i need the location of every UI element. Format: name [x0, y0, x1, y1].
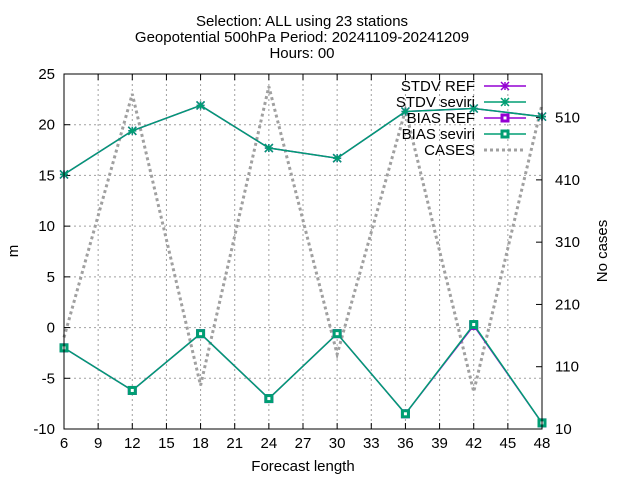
- data-point: [332, 153, 342, 163]
- legend-label: STDV seviri: [396, 94, 475, 111]
- data-point: [400, 106, 410, 117]
- y-tick-label: 0: [47, 320, 55, 337]
- y-tick-label: 15: [38, 167, 55, 184]
- x-tick-label: 45: [500, 435, 517, 452]
- data-point: [196, 329, 206, 339]
- x-tick-label: 42: [465, 435, 482, 452]
- y2-tick-label: 210: [555, 296, 580, 313]
- legend-label: BIAS seviri: [402, 126, 475, 143]
- x-tick-label: 36: [397, 435, 414, 452]
- y-tick-label: -5: [42, 370, 55, 387]
- y-tick-label: 10: [38, 218, 55, 235]
- x-tick-label: 12: [124, 435, 141, 452]
- x-tick-label: 9: [94, 435, 102, 452]
- legend-marker: [500, 81, 510, 91]
- y-tick-label: 5: [47, 269, 55, 286]
- data-point: [469, 103, 479, 114]
- title-line-1: Selection: ALL using 23 stations: [196, 13, 408, 30]
- x-tick-label: 21: [226, 435, 243, 452]
- y2-tick-label: 110: [555, 359, 579, 376]
- x-tick-label: 6: [60, 435, 68, 452]
- y2-tick-label: 510: [555, 110, 580, 127]
- y-axis-label: m: [5, 245, 22, 258]
- legend-marker: [500, 97, 510, 107]
- x-tick-label: 15: [158, 435, 175, 452]
- data-point: [127, 126, 137, 136]
- x-tick-label: 39: [431, 435, 448, 452]
- x-tick-label: 18: [192, 435, 209, 452]
- y2-tick-label: 10: [555, 421, 572, 438]
- legend-marker: [500, 129, 510, 139]
- series-line-bias-seviri: [63, 323, 543, 424]
- legend-label: BIAS REF: [407, 110, 475, 127]
- data-point: [469, 320, 479, 330]
- data-point: [264, 394, 274, 404]
- title-line-3: Hours: 00: [269, 45, 334, 62]
- grid: [64, 74, 542, 429]
- y-tick-label: -10: [33, 421, 55, 438]
- x-tick-label: 24: [261, 435, 278, 452]
- y2-axis-label: No cases: [594, 220, 611, 283]
- y2-tick-label: 310: [555, 234, 580, 251]
- y-tick-label: 20: [38, 117, 55, 134]
- y2-tick-label: 410: [555, 172, 580, 189]
- x-tick-label: 30: [329, 435, 346, 452]
- data-point: [127, 385, 137, 395]
- legend-marker: [500, 113, 510, 123]
- data-point: [400, 409, 410, 419]
- y-tick-label: 25: [38, 66, 55, 83]
- chart-title: Selection: ALL using 23 stations Geopote…: [135, 13, 469, 62]
- series-line-stdv-seviri: [63, 104, 543, 176]
- legend-label: CASES: [424, 142, 475, 159]
- legend-label: STDV REF: [401, 78, 475, 95]
- title-line-2: Geopotential 500hPa Period: 20241109-202…: [135, 29, 469, 46]
- data-point: [332, 329, 342, 339]
- x-tick-label: 27: [295, 435, 312, 452]
- data-point: [196, 100, 206, 110]
- series-line-cases: [62, 86, 544, 392]
- x-axis-label: Forecast length: [251, 458, 354, 475]
- plot-frame: [63, 73, 543, 430]
- x-tick-label: 48: [534, 435, 551, 452]
- x-tick-label: 33: [363, 435, 380, 452]
- axis-ticks: 6 9 12 15 18 21 24 27 30 33 36 39 42 45 48-10-50510152…: [33, 66, 580, 452]
- data-point: [264, 143, 274, 153]
